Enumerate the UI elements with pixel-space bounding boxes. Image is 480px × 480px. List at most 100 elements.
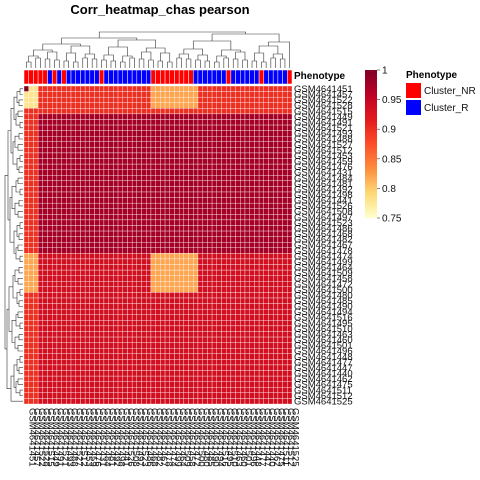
heatmap-cell [216, 163, 222, 170]
heatmap-cell [249, 152, 255, 159]
heatmap-cell [66, 247, 72, 254]
heatmap-cell [37, 348, 43, 354]
heatmap-cell [28, 208, 34, 215]
dendrogram-branch [110, 60, 116, 68]
heatmap-cell [47, 119, 53, 126]
heatmap-cell [146, 147, 152, 154]
heatmap-cell [169, 348, 175, 354]
heatmap-cell [89, 124, 95, 131]
heatmap-cell [23, 359, 29, 366]
heatmap-cell [52, 191, 58, 198]
heatmap-cell [47, 152, 53, 159]
heatmap-cell [268, 325, 274, 332]
heatmap-cell [216, 247, 222, 254]
heatmap-cell [211, 141, 217, 148]
heatmap-cell [287, 136, 293, 142]
heatmap-cell [178, 258, 185, 265]
heatmap-cell [244, 264, 250, 271]
heatmap-cell [89, 375, 95, 382]
heatmap-cell [193, 392, 199, 399]
heatmap-cell [254, 398, 260, 405]
heatmap-cell [94, 381, 100, 388]
heatmap-cell [131, 359, 138, 366]
heatmap-cell [84, 225, 90, 232]
heatmap-cell [160, 331, 166, 338]
heatmap-cell [174, 202, 180, 209]
heatmap-cell [113, 297, 119, 304]
heatmap-cell [89, 141, 95, 148]
heatmap-cell [117, 158, 123, 165]
heatmap-cell [216, 225, 222, 232]
heatmap-cell [33, 202, 39, 209]
heatmap-cell [127, 275, 133, 282]
heatmap-cell [80, 91, 86, 98]
row-label: GSM4641462 [294, 374, 353, 385]
heatmap-cell [146, 387, 152, 394]
heatmap-cell [127, 102, 133, 109]
heatmap-cell [160, 214, 166, 221]
heatmap-cell [28, 147, 34, 154]
heatmap-cell [197, 303, 203, 310]
heatmap-cell [47, 124, 53, 131]
heatmap-cell [146, 348, 152, 354]
heatmap-cell [240, 225, 246, 232]
heatmap-cell [164, 375, 170, 382]
dendrogram-branch [16, 158, 20, 170]
heatmap-cell [197, 208, 203, 215]
dendrogram-branch [176, 57, 182, 68]
heatmap-cell [235, 119, 241, 126]
heatmap-cell [94, 136, 100, 142]
heatmap-cell [254, 230, 260, 237]
heatmap-cell [183, 375, 189, 382]
heatmap-cell [169, 152, 175, 159]
heatmap-cell [160, 308, 166, 315]
heatmap-cell [254, 275, 260, 282]
heatmap-cell [155, 191, 161, 198]
heatmap-cell [216, 230, 222, 237]
heatmap-cell [117, 387, 123, 394]
heatmap-cell [287, 219, 293, 226]
heatmap-cell [127, 398, 133, 405]
heatmap-cell [174, 169, 180, 176]
heatmap-cell [174, 225, 180, 232]
heatmap-cell [61, 175, 67, 182]
heatmap-cell [183, 292, 189, 299]
heatmap-cell [282, 242, 288, 248]
heatmap-cell [268, 342, 274, 349]
heatmap-cell [131, 258, 138, 265]
heatmap-cell [254, 102, 260, 109]
heatmap-cell [188, 219, 194, 226]
heatmap-cell [80, 214, 86, 221]
heatmap-cell [226, 119, 232, 126]
heatmap-cell [244, 214, 250, 221]
heatmap-cell [84, 353, 90, 360]
heatmap-cell [89, 286, 95, 293]
heatmap-cell [37, 264, 43, 271]
heatmap-cell [160, 387, 166, 394]
heatmap-cell [94, 169, 100, 176]
heatmap-cell [42, 370, 48, 377]
heatmap-cell [66, 124, 72, 131]
heatmap-cell [188, 269, 194, 276]
heatmap-cell [150, 281, 156, 288]
heatmap-cell [268, 308, 274, 315]
heatmap-cell [240, 359, 246, 366]
heatmap-cell [160, 242, 166, 248]
heatmap-cell [150, 191, 156, 198]
heatmap-cell [42, 219, 48, 226]
heatmap-cell [188, 353, 194, 360]
row-label: GSM4641516 [294, 313, 353, 324]
color-scale-legend: 10.950.90.850.80.75 [365, 66, 402, 225]
phenotype-cell [28, 69, 34, 85]
heatmap-cell [84, 230, 90, 237]
heatmap-cell [273, 342, 279, 349]
dendrogram-branch [11, 186, 16, 210]
heatmap-cell [164, 108, 170, 115]
heatmap-cell [94, 258, 100, 265]
heatmap-cell [136, 147, 142, 154]
heatmap-cell [108, 191, 114, 198]
heatmap-cell [84, 336, 90, 343]
heatmap-cell [273, 258, 279, 265]
heatmap-cell [263, 108, 269, 115]
heatmap-cell [202, 325, 208, 332]
